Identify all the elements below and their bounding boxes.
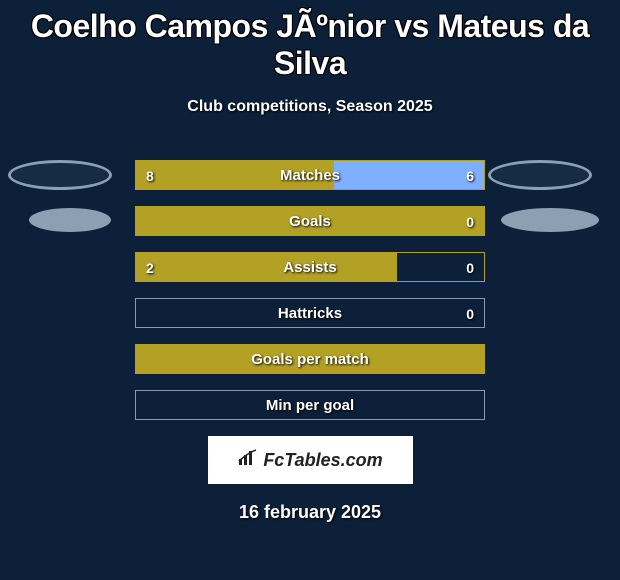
player-oval-right-2 xyxy=(488,160,592,190)
stat-row: 20Assists xyxy=(135,252,485,282)
player-oval-right-3 xyxy=(501,208,599,232)
stat-row: Min per goal xyxy=(135,390,485,420)
stat-row: 0Hattricks xyxy=(135,298,485,328)
page-subtitle: Club competitions, Season 2025 xyxy=(0,98,620,116)
logo-text: FcTables.com xyxy=(263,450,382,471)
chart-icon xyxy=(237,449,259,472)
player-oval-left-0 xyxy=(8,160,112,190)
logo-box: FcTables.com xyxy=(208,436,413,484)
page-title: Coelho Campos JÃºnior vs Mateus da Silva xyxy=(0,0,620,82)
stat-label: Assists xyxy=(136,253,484,283)
stat-row: Goals per match xyxy=(135,344,485,374)
comparison-chart: 86Matches 0Goals 20Assists 0Hattricks Goals … xyxy=(0,160,620,420)
player-oval-left-1 xyxy=(29,208,111,232)
stat-label: Min per goal xyxy=(136,391,484,421)
stat-row: 86Matches xyxy=(135,160,485,190)
stat-label: Goals per match xyxy=(136,345,484,375)
chart-date: 16 february 2025 xyxy=(0,502,620,523)
stat-label: Goals xyxy=(136,207,484,237)
stat-label: Hattricks xyxy=(136,299,484,329)
stat-row: 0Goals xyxy=(135,206,485,236)
logo: FcTables.com xyxy=(237,449,382,472)
stat-label: Matches xyxy=(136,161,484,191)
